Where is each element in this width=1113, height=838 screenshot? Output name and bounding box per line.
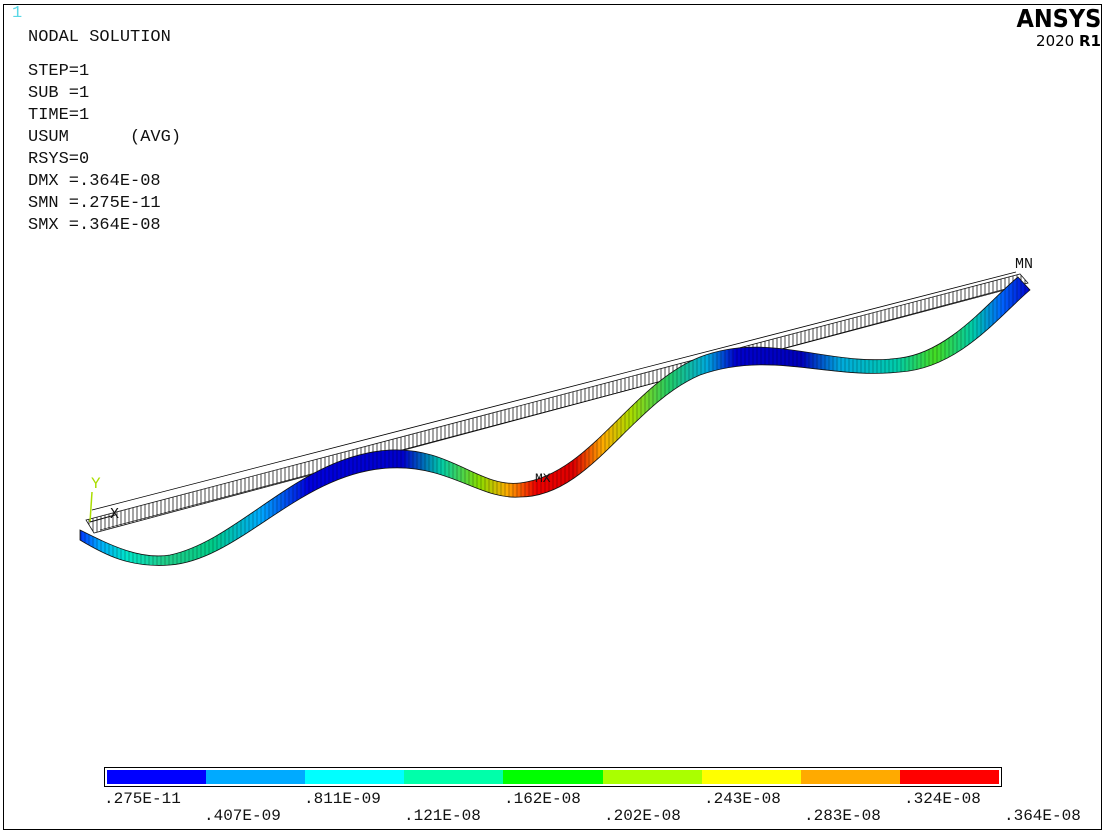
result-line-time: TIME=1	[28, 106, 90, 125]
result-line-usum: USUM (AVG)	[28, 128, 182, 147]
result-title: NODAL SOLUTION	[28, 28, 171, 47]
axis-x-line	[89, 514, 116, 523]
result-line-dmx: DMX =.364E-08	[28, 172, 161, 191]
legend-tick-2: .407E-09	[204, 807, 281, 825]
legend-tick-6: .202E-08	[604, 807, 681, 825]
min-marker-label: MN	[1015, 256, 1033, 273]
legend-tick-9: .324E-08	[904, 790, 981, 808]
legend-color-1	[107, 770, 207, 784]
legend-tick-3: .811E-09	[304, 790, 381, 808]
legend-color-5	[503, 770, 603, 784]
legend-tick-7: .243E-08	[704, 790, 781, 808]
result-line-rsys: RSYS=0	[28, 150, 90, 169]
result-line-smx: SMX =.364E-08	[28, 216, 161, 235]
legend-color-3	[305, 770, 405, 784]
legend-color-9	[899, 770, 999, 784]
brand-name: ANSYS	[1016, 4, 1101, 33]
contour-legend-bar	[104, 767, 1002, 787]
graphics-window	[3, 4, 1102, 830]
window-number: 1	[12, 4, 23, 23]
version-release: R1	[1079, 32, 1101, 50]
max-marker-label: MX	[535, 471, 551, 486]
brand-version: 2020 R1	[1007, 32, 1101, 50]
undeformed-beam	[85, 273, 1029, 534]
axis-x-label: X	[110, 506, 119, 523]
axis-y-label: Y	[91, 475, 101, 493]
axis-y-line	[89, 491, 93, 523]
legend-color-4	[404, 770, 504, 784]
legend-color-6	[602, 770, 702, 784]
ansys-logo: ANSYS 2020 R1	[1007, 4, 1101, 51]
result-line-smn: SMN =.275E-11	[28, 194, 161, 213]
legend-tick-1: .275E-11	[104, 790, 181, 808]
version-year: 2020	[1036, 32, 1075, 50]
result-line-step: STEP=1	[28, 62, 90, 81]
legend-tick-8: .283E-08	[804, 807, 881, 825]
legend-tick-10: .364E-08	[1004, 807, 1081, 825]
legend-color-8	[800, 770, 900, 784]
legend-color-7	[701, 770, 801, 784]
result-line-sub: SUB =1	[28, 84, 90, 103]
legend-tick-4: .121E-08	[404, 807, 481, 825]
legend-tick-5: .162E-08	[504, 790, 581, 808]
legend-color-2	[206, 770, 306, 784]
